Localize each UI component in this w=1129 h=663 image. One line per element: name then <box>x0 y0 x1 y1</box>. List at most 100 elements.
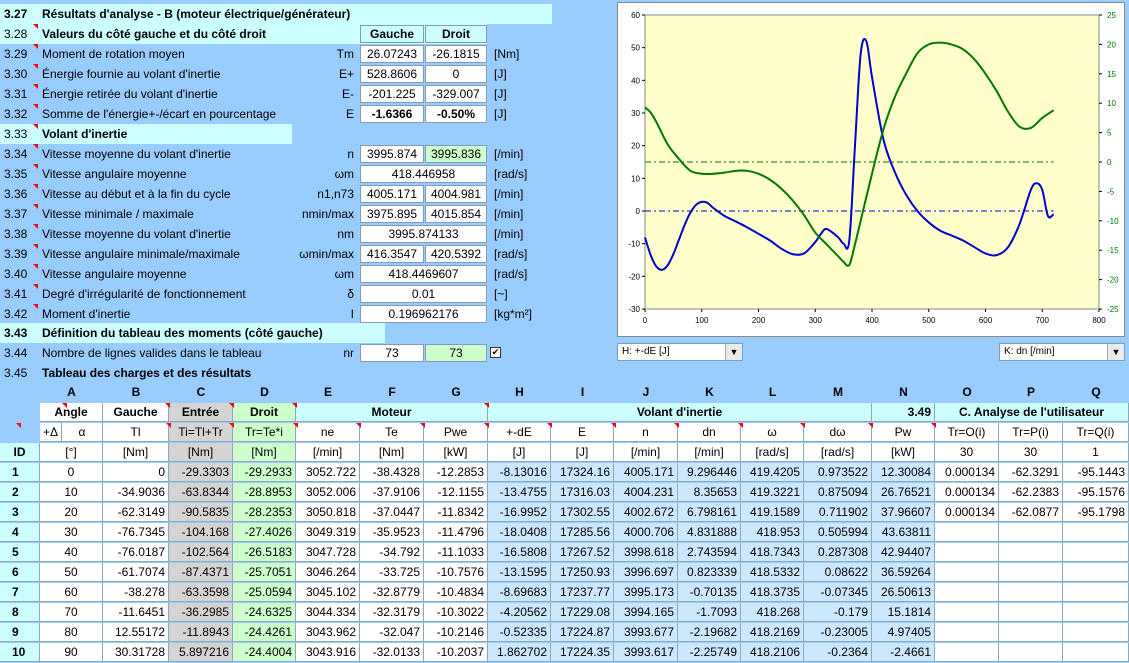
table-cell[interactable]: -12.2853 <box>424 463 488 482</box>
table-cell[interactable]: 0.823339 <box>678 563 741 582</box>
table-cell[interactable]: -102.564 <box>169 543 233 562</box>
value-left[interactable]: 4005.171 <box>360 185 424 203</box>
table-cell[interactable]: -38.4328 <box>360 463 424 482</box>
column-letter[interactable]: L <box>741 383 804 402</box>
table-cell[interactable]: 37.96607 <box>872 503 935 522</box>
table-cell[interactable]: -0.23005 <box>804 623 872 642</box>
row-id[interactable]: 2 <box>0 483 40 502</box>
table-cell[interactable]: -16.9952 <box>488 503 551 522</box>
table-cell[interactable]: -0.70135 <box>678 583 741 602</box>
dropdown-k[interactable]: K: dn [/min] ▼ <box>999 343 1125 361</box>
value-left[interactable]: 416.3547 <box>360 245 424 263</box>
table-cell[interactable]: 419.4205 <box>741 463 804 482</box>
table-cell[interactable]: -13.4755 <box>488 483 551 502</box>
value-right[interactable]: -0.50% <box>425 105 487 123</box>
table-cell[interactable]: -24.4261 <box>233 623 296 642</box>
table-cell[interactable]: -11.4796 <box>424 523 488 542</box>
table-cell[interactable]: 50 <box>40 563 103 582</box>
column-letter[interactable]: H <box>488 383 551 402</box>
row-id[interactable]: 3 <box>0 503 40 522</box>
table-cell[interactable] <box>1063 603 1129 622</box>
table-cell[interactable]: -33.725 <box>360 563 424 582</box>
table-cell[interactable]: 15.1814 <box>872 603 935 622</box>
column-letter[interactable]: I <box>551 383 614 402</box>
table-cell[interactable]: -62.2383 <box>999 483 1063 502</box>
table-cell[interactable]: -76.7345 <box>103 523 169 542</box>
row-id[interactable]: 9 <box>0 623 40 642</box>
unit-header[interactable]: 30 <box>935 443 999 462</box>
table-cell[interactable] <box>1063 623 1129 642</box>
table-cell[interactable] <box>935 603 999 622</box>
table-cell[interactable]: -1.7093 <box>678 603 741 622</box>
value-left[interactable]: 26.07243 <box>360 45 424 63</box>
table-cell[interactable] <box>935 583 999 602</box>
table-cell[interactable] <box>999 603 1063 622</box>
table-cell[interactable]: -25.7051 <box>233 563 296 582</box>
table-cell[interactable]: -16.5808 <box>488 543 551 562</box>
table-cell[interactable]: 9.296446 <box>678 463 741 482</box>
table-cell[interactable] <box>935 523 999 542</box>
table-cell[interactable]: -37.0447 <box>360 503 424 522</box>
table-cell[interactable]: -10.2037 <box>424 643 488 662</box>
table-cell[interactable]: 3993.617 <box>614 643 678 662</box>
table-cell[interactable]: 26.50613 <box>872 583 935 602</box>
table-cell[interactable]: -32.8779 <box>360 583 424 602</box>
table-cell[interactable] <box>935 563 999 582</box>
table-cell[interactable] <box>1063 543 1129 562</box>
table-cell[interactable]: 17237.77 <box>551 583 614 602</box>
table-cell[interactable]: -11.8943 <box>169 623 233 642</box>
table-cell[interactable]: 17302.55 <box>551 503 614 522</box>
column-letter[interactable]: P <box>999 383 1063 402</box>
table-cell[interactable]: -62.0877 <box>999 503 1063 522</box>
value-span[interactable]: 0.01 <box>360 285 487 303</box>
column-letter[interactable]: O <box>935 383 999 402</box>
value-right[interactable]: 0 <box>425 65 487 83</box>
table-cell[interactable]: 30.31728 <box>103 643 169 662</box>
table-cell[interactable]: 8.35653 <box>678 483 741 502</box>
table-cell[interactable]: 0.000134 <box>935 483 999 502</box>
row-id[interactable]: 4 <box>0 523 40 542</box>
table-cell[interactable] <box>1063 523 1129 542</box>
table-cell[interactable]: -24.6325 <box>233 603 296 622</box>
dropdown-h[interactable]: H: +-dE [J] ▼ <box>617 343 743 361</box>
table-cell[interactable] <box>1063 643 1129 662</box>
value-right[interactable]: 3995.836 <box>425 145 487 163</box>
table-cell[interactable]: 0 <box>103 463 169 482</box>
table-cell[interactable]: 40 <box>40 543 103 562</box>
table-cell[interactable]: -8.69683 <box>488 583 551 602</box>
table-cell[interactable]: -35.9523 <box>360 523 424 542</box>
table-cell[interactable]: -24.4004 <box>233 643 296 662</box>
value-span[interactable]: 418.4469607 <box>360 265 487 283</box>
table-cell[interactable]: 2.743594 <box>678 543 741 562</box>
column-letter[interactable]: E <box>296 383 360 402</box>
table-cell[interactable] <box>935 543 999 562</box>
table-cell[interactable]: 70 <box>40 603 103 622</box>
table-cell[interactable]: 42.94407 <box>872 543 935 562</box>
table-cell[interactable]: -63.3598 <box>169 583 233 602</box>
table-cell[interactable]: -2.4661 <box>872 643 935 662</box>
column-letter[interactable]: J <box>614 383 678 402</box>
table-cell[interactable]: 3044.334 <box>296 603 360 622</box>
table-cell[interactable]: 3047.728 <box>296 543 360 562</box>
table-cell[interactable]: 3052.006 <box>296 483 360 502</box>
table-cell[interactable]: 3045.102 <box>296 583 360 602</box>
column-letter[interactable]: Q <box>1063 383 1129 402</box>
column-letter[interactable]: B <box>103 383 169 402</box>
table-cell[interactable]: 418.7343 <box>741 543 804 562</box>
table-cell[interactable]: 17267.52 <box>551 543 614 562</box>
table-cell[interactable]: -26.5183 <box>233 543 296 562</box>
table-cell[interactable]: -95.1798 <box>1063 503 1129 522</box>
table-cell[interactable]: 17250.93 <box>551 563 614 582</box>
table-cell[interactable]: -10.4834 <box>424 583 488 602</box>
checkbox[interactable]: ✔ <box>490 347 501 358</box>
table-cell[interactable]: 6.798161 <box>678 503 741 522</box>
table-cell[interactable]: 0.000134 <box>935 503 999 522</box>
table-cell[interactable]: -32.0133 <box>360 643 424 662</box>
table-cell[interactable]: -29.2933 <box>233 463 296 482</box>
table-cell[interactable]: -34.9036 <box>103 483 169 502</box>
column-letter[interactable]: K <box>678 383 741 402</box>
table-cell[interactable]: 3996.697 <box>614 563 678 582</box>
table-cell[interactable]: 17229.08 <box>551 603 614 622</box>
table-cell[interactable]: -18.0408 <box>488 523 551 542</box>
table-cell[interactable]: 5.897216 <box>169 643 233 662</box>
